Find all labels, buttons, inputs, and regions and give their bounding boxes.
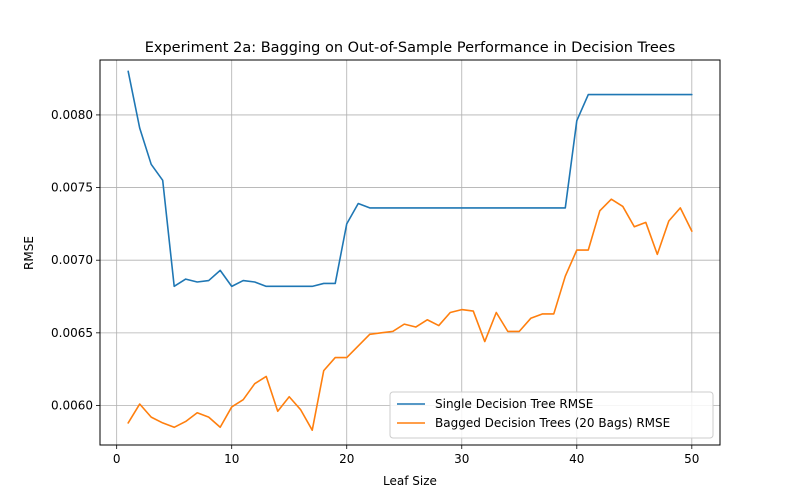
grid	[100, 60, 720, 445]
ticks: 0 10 20 30 40 50 0.0060 0.0065 0.0070 0.0075 0.008…	[51, 108, 699, 466]
axes-frame	[99, 59, 721, 446]
y-tick-label: 0.0060	[51, 398, 93, 412]
series-line-single-tree	[127, 70, 693, 288]
chart-title: Experiment 2a: Bagging on Out-of-Sample …	[145, 40, 676, 56]
x-tick-label: 30	[454, 452, 469, 466]
x-tick-label: 0	[113, 452, 121, 466]
legend: Single Decision Tree RMSE Bagged Decision…	[389, 391, 714, 439]
x-tick-label: 50	[684, 452, 699, 466]
y-tick-label: 0.0070	[51, 253, 93, 267]
series-line-bagged-trees	[127, 198, 693, 431]
legend-box	[389, 391, 714, 439]
y-tick-label: 0.0080	[51, 108, 93, 122]
x-tick-label: 10	[224, 452, 239, 466]
plot-area	[127, 70, 693, 431]
y-axis-label: RMSE	[22, 236, 36, 270]
x-axis-label: Leaf Size	[383, 474, 437, 488]
x-tick-label: 40	[569, 452, 584, 466]
legend-label: Single Decision Tree RMSE	[435, 397, 593, 411]
y-tick-label: 0.0065	[51, 326, 93, 340]
legend-label: Bagged Decision Trees (20 Bags) RMSE	[435, 416, 670, 430]
y-tick-label: 0.0075	[51, 181, 93, 195]
x-tick-label: 20	[339, 452, 354, 466]
